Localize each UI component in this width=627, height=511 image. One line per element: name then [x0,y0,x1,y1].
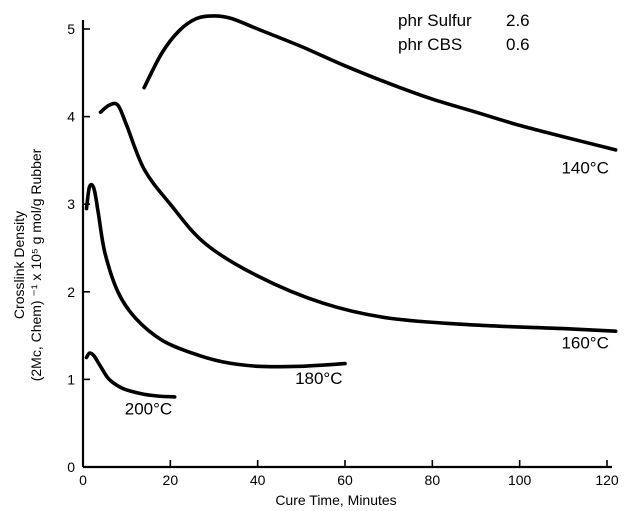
y-axis-title-line1: Crosslink Density [11,211,27,319]
series-label-3: 200°C [125,399,172,418]
x-ticks: 0 20 40 60 80 100 120 [79,460,619,488]
series-label-2: 180°C [295,369,342,388]
series-labels: 140°C 160°C 180°C 200°C [125,159,609,419]
x-tick-label: 20 [163,472,179,488]
y-ticks: 0 1 2 3 4 5 [67,21,90,475]
x-axis-title: Cure Time, Minutes [275,492,396,508]
y-tick-label: 4 [67,109,75,125]
y-tick-label: 1 [67,371,75,387]
y-axis-title: Crosslink Density (2Mc, Chem) ⁻¹ x 10⁵ g… [11,148,44,381]
x-tick-label: 40 [250,472,266,488]
series-line-3 [84,351,177,399]
cbs-label: phr CBS [398,35,462,54]
series-line-0 [142,14,618,152]
sulfur-label: phr Sulfur [398,11,472,30]
x-tick-label: 100 [508,472,532,488]
sulfur-value: 2.6 [506,11,530,30]
axes [81,20,612,469]
x-tick-label: 80 [425,472,441,488]
series-line-1 [98,101,618,333]
y-tick-label: 3 [67,196,75,212]
x-tick-label: 60 [337,472,353,488]
series-label-0: 140°C [561,159,608,178]
series-label-1: 160°C [561,334,608,353]
curves [84,14,618,399]
x-tick-label: 0 [79,472,87,488]
y-tick-label: 5 [67,21,75,37]
y-axis-title-line2: (2Mc, Chem) ⁻¹ x 10⁵ g mol/g Rubber [28,148,44,381]
x-tick-label: 120 [595,472,619,488]
y-tick-label: 0 [67,459,75,475]
series-line-2 [84,182,347,369]
composition-annotation: phr Sulfur 2.6 phr CBS 0.6 [398,11,530,54]
cbs-value: 0.6 [506,35,530,54]
y-tick-label: 2 [67,284,75,300]
